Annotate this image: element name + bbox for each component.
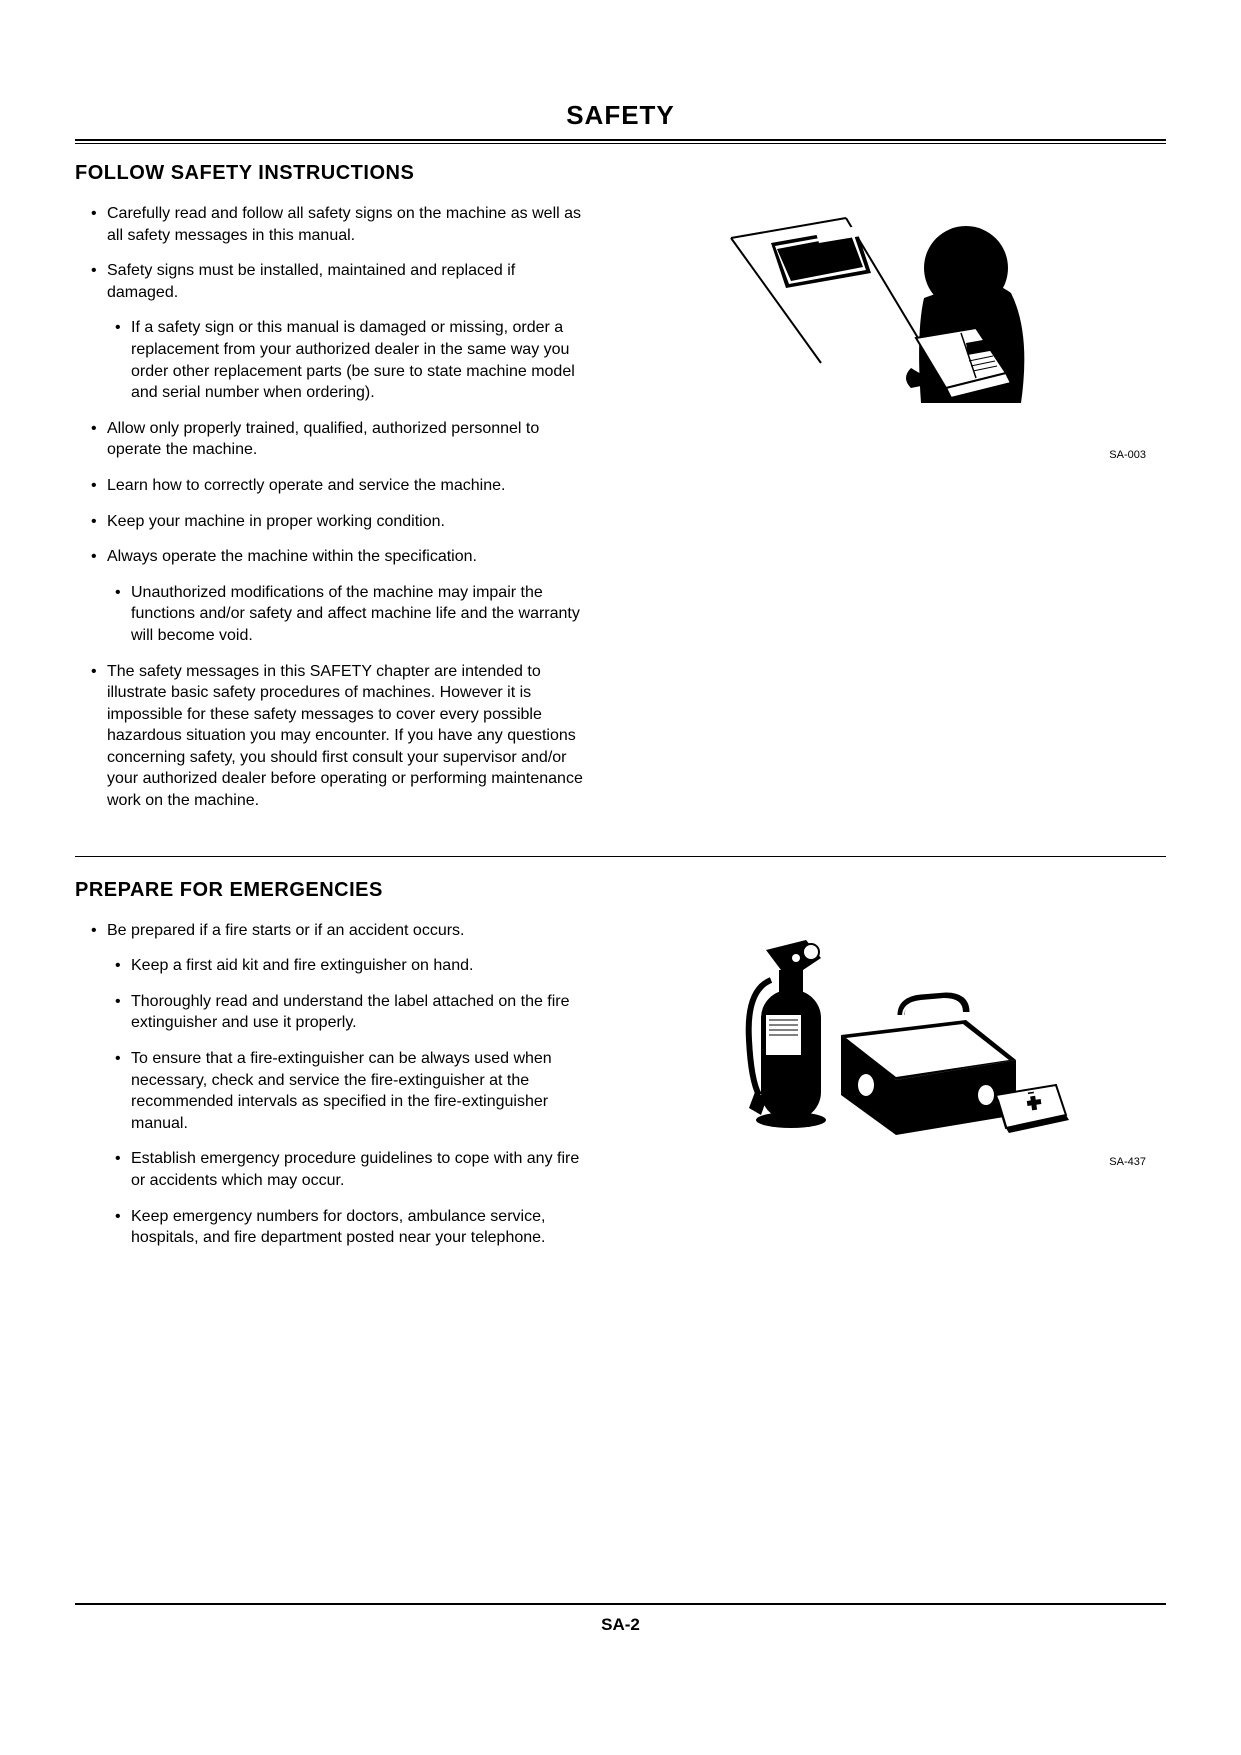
list-text: Thoroughly read and understand the label… [131,993,570,1032]
list-text: Carefully read and follow all safety sig… [107,205,581,244]
list-text: If a safety sign or this manual is damag… [131,319,575,401]
list-text: Establish emergency procedure guidelines… [131,1150,579,1189]
figure-caption: SA-437 [1109,1156,1146,1168]
list-text: Allow only properly trained, qualified, … [107,420,539,459]
section-divider [75,856,1166,857]
list-item: To ensure that a fire-extinguisher can b… [115,1048,585,1134]
title-underline [75,139,1166,144]
list-text: Keep emergency numbers for doctors, ambu… [131,1208,546,1247]
list-text: Keep your machine in proper working cond… [107,513,445,530]
list-item: The safety messages in this SAFETY chapt… [91,661,585,812]
emergency-kit-icon [711,920,1071,1150]
list-item: Keep emergency numbers for doctors, ambu… [115,1206,585,1249]
list-item: Allow only properly trained, qualified, … [91,418,585,461]
list-text: Be prepared if a fire starts or if an ac… [107,922,465,939]
list-text: Unauthorized modifications of the machin… [131,584,580,644]
list-item: Thoroughly read and understand the label… [115,991,585,1034]
list-item: If a safety sign or this manual is damag… [115,317,585,403]
figure-column: SA-437 [615,920,1166,1263]
list-text: The safety messages in this SAFETY chapt… [107,663,583,810]
list-item: Safety signs must be installed, maintain… [91,260,585,404]
section-follow-safety: FOLLOW SAFETY INSTRUCTIONS Carefully rea… [75,162,1166,826]
page-number: SA-2 [75,1615,1166,1635]
list-text: Safety signs must be installed, maintain… [107,262,515,301]
page-title: SAFETY [75,100,1166,139]
list-item: Keep your machine in proper working cond… [91,511,585,533]
list-text: Keep a first aid kit and fire extinguish… [131,957,473,974]
list-item: Establish emergency procedure guidelines… [115,1148,585,1191]
reading-manual-icon [721,203,1061,443]
footer-line [75,1603,1166,1605]
list-item: Always operate the machine within the sp… [91,546,585,646]
section-heading: FOLLOW SAFETY INSTRUCTIONS [75,162,1166,185]
bullet-list: Be prepared if a fire starts or if an ac… [75,920,585,1249]
section-prepare-emergencies: PREPARE FOR EMERGENCIES Be prepared if a… [75,879,1166,1263]
section-heading: PREPARE FOR EMERGENCIES [75,879,1166,902]
list-text: Always operate the machine within the sp… [107,548,477,565]
list-text: Learn how to correctly operate and servi… [107,477,505,494]
figure-caption: SA-003 [1109,449,1146,461]
list-item: Keep a first aid kit and fire extinguish… [115,955,585,977]
list-item: Learn how to correctly operate and servi… [91,475,585,497]
list-item: Unauthorized modifications of the machin… [115,582,585,647]
text-column: Be prepared if a fire starts or if an ac… [75,920,585,1263]
list-item: Be prepared if a fire starts or if an ac… [91,920,585,1249]
list-text: To ensure that a fire-extinguisher can b… [131,1050,552,1132]
bullet-list: Carefully read and follow all safety sig… [75,203,585,812]
figure-column: SA-003 [615,203,1166,826]
list-item: Carefully read and follow all safety sig… [91,203,585,246]
text-column: Carefully read and follow all safety sig… [75,203,585,826]
